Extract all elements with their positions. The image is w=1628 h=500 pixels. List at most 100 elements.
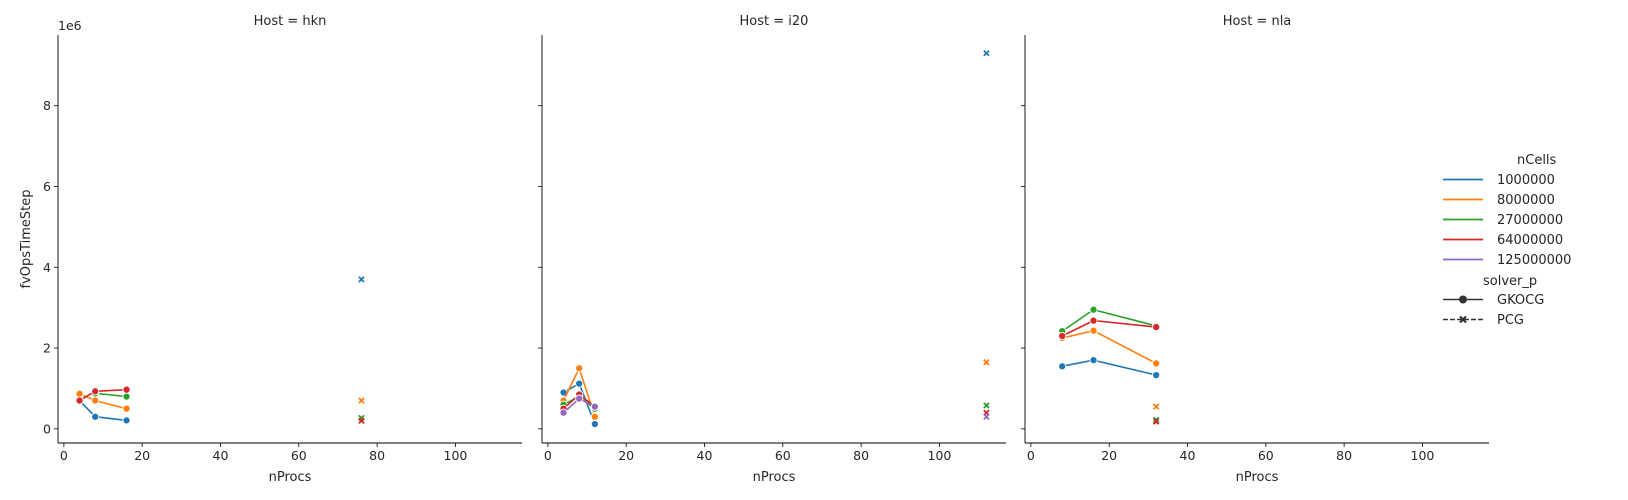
facet-panel-1: Host = hkn 0 20 40 60 80 100 0 2 4 6 8 nProcs 1e6 fvOp… [19,14,522,485]
y-tick-label: 6 [43,179,51,194]
data-point [575,394,584,403]
x-axis-label: nProcs [269,470,312,485]
legend-label: 8000000 [1497,193,1555,208]
series-line [78,400,127,422]
legend-label: 64000000 [1497,233,1563,248]
data-point [358,276,365,283]
x-tick-label: 100 [928,448,952,463]
series-1000000-gkocg [75,396,131,425]
data-point [122,392,131,401]
x-tick-label: 0 [1027,448,1035,463]
data-point [358,417,365,425]
legend-marker-circle [1459,295,1467,304]
series-8000000-gkocg [1058,326,1161,368]
x-tick-label: 60 [1258,448,1274,463]
data-point [1089,326,1098,335]
data-point [91,387,100,396]
data-point [559,408,568,417]
data-point [1089,305,1098,314]
data-point [983,413,990,420]
series-64000000-gkocg [1058,316,1161,341]
x-tick-label: 60 [291,448,307,463]
x-tick-label: 40 [697,448,713,463]
series-1000000-pcg [983,49,990,57]
y-tick-label: 2 [43,341,51,356]
data-point [983,402,990,409]
data-point [1152,418,1160,425]
x-tick-label: 100 [1411,448,1435,463]
data-point [122,385,131,394]
data-point [983,358,990,366]
series-125000000-gkocg [559,394,599,417]
x-tick-label: 80 [853,448,869,463]
data-point [91,396,100,405]
data-point [358,397,365,404]
legend-title-solver: solver_p [1483,274,1537,289]
data-point [1152,359,1161,368]
x-tick-label: 100 [444,448,468,463]
y-tick-label: 8 [43,98,51,113]
series-8000000-pcg [983,358,990,366]
data-point [1152,371,1161,380]
legend-marker-x [1459,315,1467,324]
x-tick-label: 80 [369,448,385,463]
series-64000000-pcg [1152,418,1160,425]
facet-panel-2: Host = i20 0 20 40 60 80 100 nProcs [538,14,1006,485]
x-tick-label: 80 [1336,448,1352,463]
x-tick-label: 0 [544,448,552,463]
x-axis-label: nProcs [1236,470,1279,485]
facet-title: Host = i20 [740,14,809,29]
series-8000000-gkocg [75,389,131,413]
data-point [122,404,131,413]
legend-title-ncells: nCells [1517,153,1557,168]
data-point [590,419,599,429]
legend-label: GKOCG [1497,293,1544,308]
legend-label: 27000000 [1497,213,1563,228]
series-64000000-pcg [358,417,365,425]
series-8000000-pcg [358,397,365,404]
legend-label: 125000000 [1497,253,1571,268]
x-tick-label: 20 [618,448,634,463]
x-tick-label: 60 [775,448,791,463]
y-offset-label: 1e6 [58,18,82,33]
data-point [75,389,84,398]
data-point [575,364,584,373]
data-point [1058,331,1067,341]
series-1000000-pcg [358,276,365,283]
data-point [590,412,599,421]
series-line [1061,308,1157,332]
data-point [1058,362,1067,371]
series-8000000-pcg [1152,403,1160,410]
y-tick-label: 0 [43,421,51,436]
x-tick-label: 20 [1101,448,1117,463]
data-point [590,402,599,411]
data-point [1089,356,1098,365]
data-point [122,416,131,425]
x-axis-label: nProcs [753,470,796,485]
series-27000000-pcg [983,402,990,409]
series-line [95,392,127,398]
data-point [1152,403,1160,410]
legend: nCells 1000000 8000000 27000000 64000000 1250… [1443,153,1571,328]
y-tick-label: 4 [43,260,51,275]
data-point [1089,316,1098,325]
y-axis-label: fvOpsTimeStep [19,190,34,289]
x-tick-label: 40 [213,448,229,463]
series-line [1062,359,1157,376]
data-point [75,396,84,405]
series-125000000-pcg [983,413,990,420]
data-point [1152,416,1160,424]
legend-label: 1000000 [1497,173,1555,188]
x-tick-label: 40 [1180,448,1196,463]
x-tick-label: 0 [60,448,68,463]
data-point [575,379,584,388]
data-point [983,49,990,57]
series-64000000-gkocg [75,385,131,405]
facet-title: Host = hkn [254,14,327,29]
x-tick-label: 20 [134,448,150,463]
legend-label: PCG [1497,313,1524,328]
data-point [91,412,100,421]
facet-panel-3: Host = nla 0 20 40 60 80 100 nProcs [1021,14,1489,485]
series-line [1062,329,1157,365]
